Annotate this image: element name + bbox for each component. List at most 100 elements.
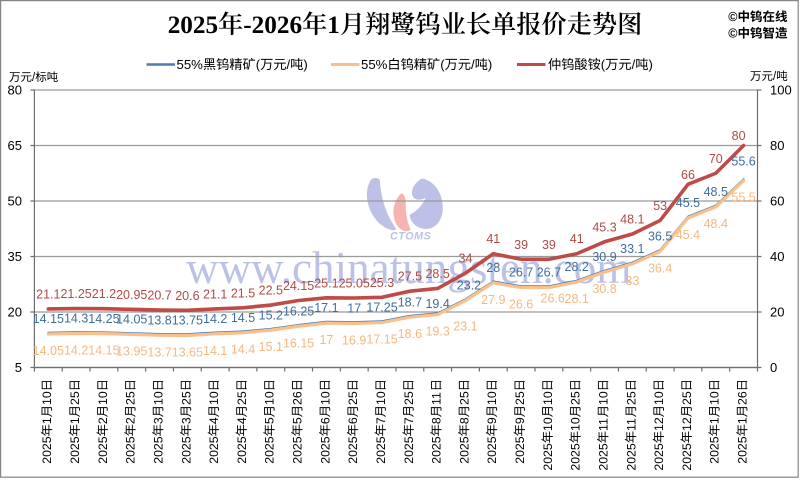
svg-text:10: 10 — [485, 391, 499, 405]
svg-text:36.5: 36.5 — [648, 229, 672, 243]
svg-text:/: / — [632, 57, 636, 72]
svg-text:1: 1 — [735, 417, 749, 424]
svg-text:3: 3 — [179, 417, 193, 424]
svg-text:25: 25 — [346, 391, 360, 405]
svg-text:2025: 2025 — [96, 436, 110, 464]
svg-text:(: ( — [256, 57, 261, 72]
svg-text:40: 40 — [770, 249, 784, 264]
svg-text:1: 1 — [40, 417, 54, 424]
svg-text:13.65: 13.65 — [172, 346, 203, 360]
svg-text:15.1: 15.1 — [259, 340, 283, 354]
svg-text:2025: 2025 — [40, 436, 54, 464]
svg-text:3: 3 — [151, 417, 165, 424]
svg-text:53: 53 — [653, 199, 667, 213]
svg-text:12: 12 — [652, 417, 666, 431]
svg-text:6: 6 — [318, 417, 332, 424]
svg-text:25: 25 — [513, 391, 527, 405]
svg-text:13.7: 13.7 — [147, 345, 171, 359]
svg-text:2025: 2025 — [485, 436, 499, 464]
svg-text:20.6: 20.6 — [175, 289, 199, 303]
svg-text:17: 17 — [319, 333, 333, 347]
svg-text:4: 4 — [235, 417, 249, 424]
svg-text:2025: 2025 — [457, 436, 471, 464]
svg-text:55.5: 55.5 — [731, 191, 755, 205]
svg-text:5: 5 — [15, 360, 22, 375]
svg-text:2025: 2025 — [207, 436, 221, 464]
svg-text:25.3: 25.3 — [370, 276, 394, 290]
svg-text:33.1: 33.1 — [620, 242, 644, 256]
svg-text:45.4: 45.4 — [676, 228, 700, 242]
svg-text:20: 20 — [770, 305, 784, 320]
svg-text:14.05: 14.05 — [116, 313, 147, 327]
svg-text:25: 25 — [402, 391, 416, 405]
svg-text:14.1: 14.1 — [203, 344, 227, 358]
svg-text:11: 11 — [624, 418, 638, 431]
svg-text:2025: 2025 — [124, 436, 138, 464]
svg-text:28.5: 28.5 — [425, 267, 449, 281]
svg-text:14.2: 14.2 — [64, 343, 88, 357]
svg-text:13.95: 13.95 — [116, 344, 147, 358]
svg-text:14.4: 14.4 — [231, 343, 255, 357]
svg-text:2025: 2025 — [735, 436, 749, 464]
svg-text:0: 0 — [770, 360, 777, 375]
svg-text:10: 10 — [541, 391, 555, 405]
svg-text:39: 39 — [542, 238, 556, 252]
svg-text:): ) — [488, 57, 492, 72]
svg-text:55%: 55% — [361, 57, 388, 72]
svg-text:10: 10 — [569, 417, 583, 431]
svg-text:CTOMS: CTOMS — [390, 231, 432, 243]
svg-text:66: 66 — [681, 168, 695, 182]
svg-text:10: 10 — [541, 417, 555, 431]
svg-text:36.4: 36.4 — [648, 261, 672, 275]
svg-text:9: 9 — [485, 417, 499, 424]
svg-text:2025: 2025 — [652, 443, 666, 471]
svg-text:10: 10 — [374, 391, 388, 405]
svg-text:2025: 2025 — [569, 443, 583, 471]
svg-text:2025: 2025 — [513, 436, 527, 464]
svg-text:24.15: 24.15 — [283, 279, 314, 293]
svg-text:19.4: 19.4 — [425, 297, 449, 311]
svg-text:10: 10 — [708, 391, 722, 405]
svg-text:): ) — [648, 57, 652, 72]
svg-text:2025: 2025 — [541, 443, 555, 471]
svg-text:10: 10 — [207, 391, 221, 405]
svg-text:5: 5 — [263, 417, 277, 424]
svg-text:2025: 2025 — [708, 436, 722, 464]
svg-text:25: 25 — [457, 391, 471, 405]
svg-text:13.75: 13.75 — [172, 314, 203, 328]
svg-text:18.7: 18.7 — [398, 295, 422, 309]
svg-text:10: 10 — [40, 391, 54, 405]
svg-text:26.6: 26.6 — [509, 298, 533, 312]
svg-text:2025: 2025 — [624, 443, 638, 471]
svg-text:14.05: 14.05 — [33, 344, 64, 358]
svg-text:14.3: 14.3 — [64, 312, 88, 326]
svg-text:©: © — [728, 10, 738, 24]
svg-text:14.15: 14.15 — [88, 344, 119, 358]
svg-text:25: 25 — [624, 391, 638, 405]
svg-text:2025: 2025 — [318, 436, 332, 464]
svg-text:-2026: -2026 — [243, 12, 302, 39]
svg-text:26: 26 — [291, 391, 305, 405]
svg-text:17.1: 17.1 — [314, 301, 338, 315]
svg-text:65: 65 — [8, 138, 22, 153]
svg-text:2025: 2025 — [374, 436, 388, 464]
svg-text:2025: 2025 — [168, 12, 218, 39]
svg-text:45.5: 45.5 — [676, 196, 700, 210]
svg-text:10: 10 — [596, 391, 610, 405]
svg-text:2025: 2025 — [179, 436, 193, 464]
svg-text:1: 1 — [68, 417, 82, 424]
svg-text:14.2: 14.2 — [203, 312, 227, 326]
svg-text:13.8: 13.8 — [147, 313, 171, 327]
svg-text:14.5: 14.5 — [231, 311, 255, 325]
svg-text:34: 34 — [459, 252, 473, 266]
svg-text:26.7: 26.7 — [537, 266, 561, 280]
svg-text:35: 35 — [8, 249, 22, 264]
svg-text:7: 7 — [402, 417, 416, 424]
svg-text:25: 25 — [235, 391, 249, 405]
svg-text:2025: 2025 — [346, 436, 360, 464]
svg-text:4: 4 — [207, 417, 221, 424]
svg-text:21.1: 21.1 — [203, 287, 227, 301]
svg-text:21.25: 21.25 — [60, 287, 91, 301]
svg-text:80: 80 — [8, 83, 22, 98]
svg-text:25.05: 25.05 — [339, 276, 370, 290]
